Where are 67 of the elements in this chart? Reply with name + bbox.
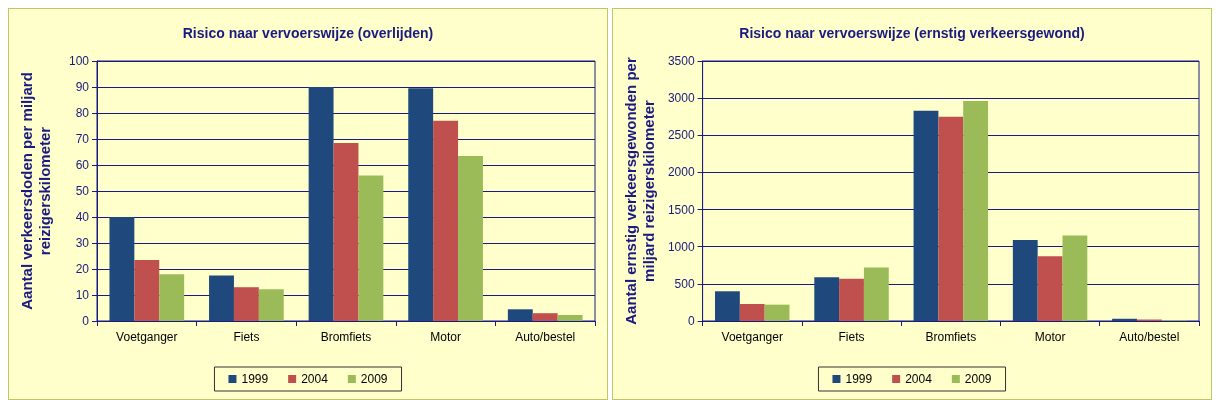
legend-label: 2004 (905, 372, 933, 386)
bar (532, 313, 558, 321)
bar (333, 142, 359, 321)
x-tick-label: Fiets (838, 330, 865, 344)
x-tick-label: Voetganger (721, 330, 783, 344)
chart-title: Risico naar vervoerswijze (ernstig verkeersgewond) (739, 25, 1085, 41)
bar (308, 87, 334, 321)
x-tick-label: Motor (430, 330, 461, 344)
bar (1037, 256, 1063, 321)
bar (715, 291, 740, 321)
bar (458, 155, 483, 321)
y-tick-label: 100 (68, 54, 90, 68)
legend-label: 2004 (301, 372, 329, 386)
bar (159, 274, 185, 321)
legend-label: 2009 (360, 372, 388, 386)
x-tick-label: Motor (1034, 330, 1066, 344)
x-tick-label: Bromfiets (320, 330, 372, 344)
bar (109, 217, 135, 321)
y-tick-label: 2500 (667, 128, 695, 143)
chart-title: Risico naar vervoerswijze (overlijden) (182, 25, 434, 41)
y-tick-label: 80 (75, 106, 90, 120)
bar (863, 267, 889, 321)
bar (233, 287, 259, 321)
bar (209, 275, 234, 321)
y-axis-title: Aantal ernstig verkeersgewonden per miljard reizigerskilometer (621, 57, 657, 325)
legend-label: 1999 (845, 372, 873, 386)
y-tick-label: 1000 (667, 239, 695, 254)
bar (963, 101, 989, 321)
legend-label: 1999 (241, 372, 269, 386)
bar (433, 120, 459, 321)
y-tick-label: 2000 (667, 165, 695, 180)
y-tick-label: 20 (75, 262, 90, 276)
bar (408, 88, 434, 321)
bar (814, 277, 840, 321)
bar (764, 304, 790, 321)
y-tick-label: 50 (75, 184, 90, 198)
bar (1012, 240, 1038, 321)
y-tick-label: 30 (75, 236, 90, 250)
y-axis-title: Aantal verkeersdoden per miljard reizigerskilometer (17, 72, 53, 310)
y-tick-label: 90 (75, 80, 90, 94)
x-tick-label: Auto/bestel (515, 330, 576, 344)
x-tick-label: Bromfiets (925, 330, 977, 344)
bar (839, 278, 864, 321)
bar (358, 175, 384, 321)
bar (739, 303, 765, 321)
bar (258, 289, 284, 321)
bar (134, 259, 160, 321)
y-tick-label: 70 (75, 132, 90, 146)
y-tick-label: 0 (687, 314, 695, 328)
x-tick-label: Fiets (233, 330, 260, 344)
x-tick-label: Voetganger (116, 330, 178, 344)
bar (557, 315, 583, 321)
y-tick-label: 40 (75, 210, 90, 224)
x-tick-label: Auto/bestel (1119, 330, 1180, 344)
bar (913, 110, 939, 321)
y-tick-label: 0 (82, 314, 90, 328)
y-tick-label: 500 (674, 276, 695, 291)
y-tick-label: 1500 (667, 202, 695, 217)
bar (938, 116, 964, 321)
y-tick-label: 3500 (667, 54, 695, 68)
bar (1112, 318, 1137, 321)
y-tick-label: 3000 (667, 91, 695, 106)
bar (507, 309, 533, 321)
y-tick-label: 10 (75, 288, 90, 302)
bar (1062, 235, 1088, 321)
legend-label: 2009 (964, 372, 992, 386)
y-tick-label: 60 (75, 158, 90, 172)
